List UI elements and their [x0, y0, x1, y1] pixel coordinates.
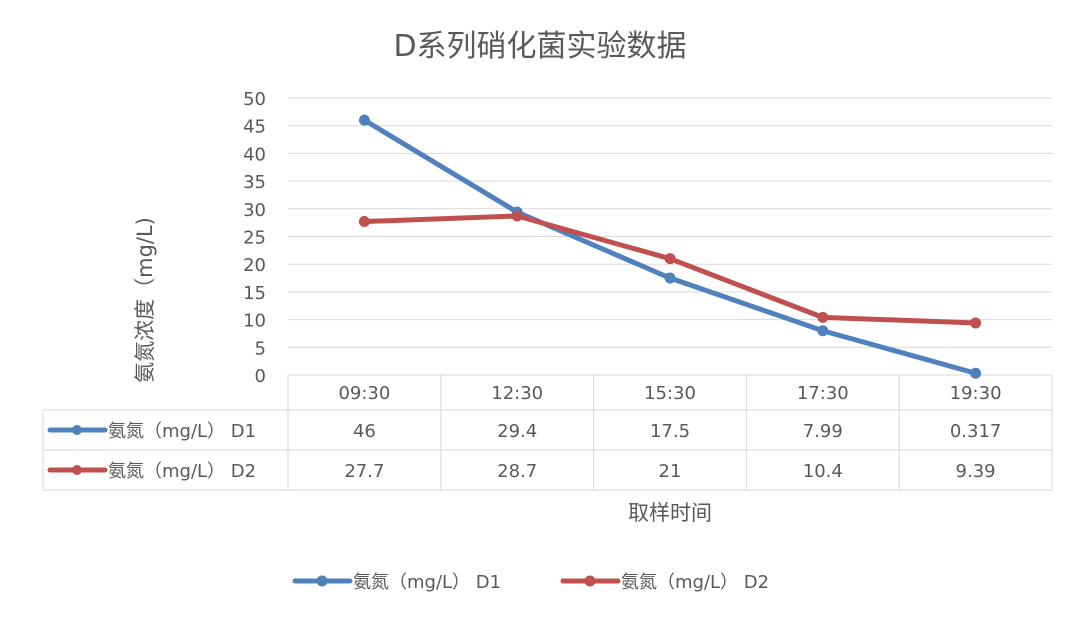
table-cell: 27.7	[344, 461, 384, 482]
legend-label: 氨氮（mg/L） D1	[353, 572, 501, 593]
table-row-label: 氨氮（mg/L） D1	[108, 421, 256, 442]
table-legend-marker	[72, 465, 82, 475]
table-cell: 9.39	[956, 461, 996, 482]
chart-title: D系列硝化菌实验数据	[393, 29, 686, 64]
y-axis-label: 氨氮浓度（mg/L)	[133, 217, 157, 383]
x-tick-label: 15:30	[644, 383, 696, 404]
data-point	[358, 216, 370, 228]
table-cell: 0.317	[950, 421, 1002, 442]
y-tick-label: 45	[243, 117, 266, 138]
table-cell: 21	[659, 461, 682, 482]
data-point	[970, 317, 982, 329]
series-line	[364, 213, 976, 326]
x-tick-label: 12:30	[491, 383, 543, 404]
data-point	[817, 325, 829, 337]
y-tick-label: 25	[243, 228, 266, 249]
data-point	[358, 114, 370, 126]
y-tick-label: 15	[243, 283, 266, 304]
x-axis-label: 取样时间	[628, 501, 712, 525]
table-cell: 29.4	[497, 421, 537, 442]
table-cell: 17.5	[650, 421, 690, 442]
legend-marker	[316, 575, 328, 587]
table-cell: 46	[353, 421, 376, 442]
y-tick-label: 35	[243, 172, 266, 193]
y-tick-label: 10	[243, 311, 266, 332]
x-tick-label: 17:30	[797, 383, 849, 404]
y-tick-label: 5	[255, 338, 266, 359]
legend-marker	[584, 575, 596, 587]
x-tick-label: 19:30	[950, 383, 1002, 404]
data-point	[664, 253, 676, 265]
table-legend-marker	[72, 425, 82, 435]
table-cell: 28.7	[497, 461, 537, 482]
table-cell: 10.4	[803, 461, 843, 482]
table-cell: 7.99	[803, 421, 843, 442]
series-line	[363, 118, 977, 376]
x-tick-label: 09:30	[338, 383, 390, 404]
y-tick-label: 20	[243, 255, 266, 276]
y-tick-label: 30	[243, 200, 266, 221]
y-tick-label: 40	[243, 144, 266, 165]
data-point	[817, 311, 829, 323]
table-row-label: 氨氮（mg/L） D2	[108, 461, 256, 482]
y-tick-label: 0	[255, 366, 266, 387]
data-point	[970, 367, 982, 379]
legend-label: 氨氮（mg/L） D2	[621, 572, 769, 593]
data-point	[664, 272, 676, 284]
data-point	[511, 210, 523, 222]
y-tick-label: 50	[243, 89, 266, 110]
